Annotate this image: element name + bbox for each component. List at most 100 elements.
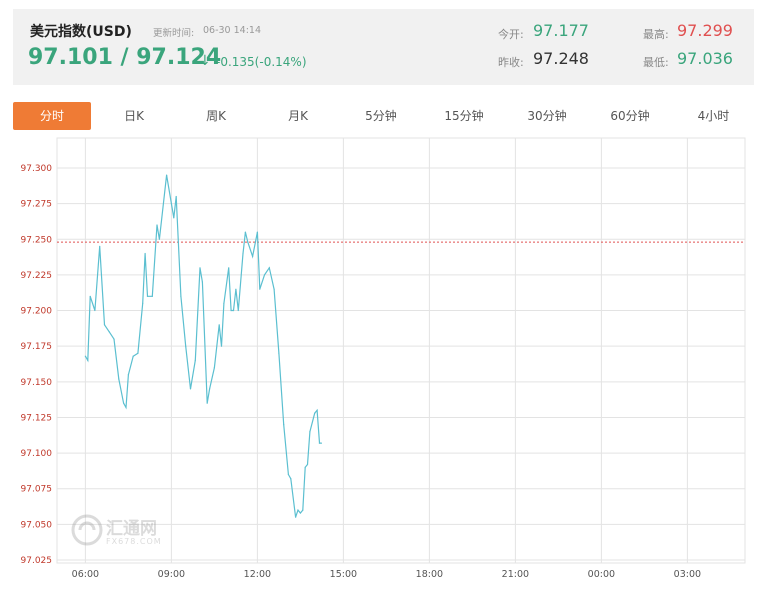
price-point [273,288,275,290]
down-arrow-icon: ↓ [199,53,211,69]
price-point [218,324,220,326]
x-tick-label: 03:00 [674,569,701,580]
y-tick-label: 97.275 [21,200,53,210]
y-tick-label: 97.225 [21,271,53,281]
watermark-logo: 汇通网 FX678.COM [70,513,180,551]
price-point [247,241,249,243]
period-tabs: 分时 日K 周K 月K 5分钟 15分钟 30分钟 60分钟 4小时 [13,102,754,130]
y-tick-label: 97.125 [21,413,53,423]
price-point [170,203,172,205]
open-label: 今开: [498,28,524,41]
price-point [232,309,235,312]
price-point [309,431,311,433]
tab-30min[interactable]: 30分钟 [527,109,567,123]
tab-60min[interactable]: 60分钟 [610,109,650,123]
price-point [127,374,129,376]
price-point [237,309,239,312]
price-point [118,378,120,380]
tab-5min[interactable]: 5分钟 [365,109,397,123]
price-point [137,352,139,354]
price-point [151,295,153,297]
price-point [84,355,86,357]
price-point [189,388,192,390]
price-point [125,406,127,409]
price-point [252,255,254,257]
y-tick-label: 97.050 [21,520,53,530]
price-point [259,288,261,290]
price-point [290,478,292,480]
price-point [89,295,91,297]
tab-intraday[interactable]: 分时 [13,102,91,130]
price-point [132,355,134,357]
price-point [185,345,187,347]
high-value: 97.299 [677,21,733,40]
price-point [173,217,175,219]
price-point [306,463,309,466]
y-tick-label: 97.150 [21,378,53,388]
y-tick-label: 97.300 [21,164,53,174]
price-point [235,288,237,290]
x-tick-label: 12:00 [244,569,271,580]
price-point [318,442,321,444]
chart-svg: 97.025 97.050 97.075 97.100 97.125 97.150 97.1… [21,137,746,580]
price-point [180,295,182,297]
tab-15min[interactable]: 15分钟 [444,109,484,123]
y-tick-label: 97.200 [21,307,53,317]
x-tick-label: 21:00 [502,569,529,580]
high-label: 最高: [643,28,669,41]
price-point [144,252,146,255]
price-change: -0.135(-0.14%) [216,55,307,69]
price-point [209,388,211,390]
intraday-chart[interactable]: 97.025 97.050 97.075 97.100 97.125 97.150 97.1… [0,130,772,600]
instrument-title: 美元指数(USD) [30,24,132,40]
price-point [304,466,306,468]
price-point [223,302,225,304]
price-point [283,424,285,426]
watermark-icon [71,514,103,546]
y-tick-label: 97.025 [21,556,53,566]
x-tick-label: 09:00 [158,569,185,580]
open-value: 97.177 [533,21,589,40]
price-point [113,338,115,340]
bid-ask-price: 97.101 / 97.124 [28,45,222,70]
update-time-label: 更新时间: [153,28,195,39]
price-point [194,359,196,361]
price-point [278,352,280,354]
price-point [158,238,160,240]
price-point [199,267,201,269]
y-tick-label: 97.100 [21,449,53,459]
tab-4hour[interactable]: 4小时 [697,109,730,123]
price-point [146,295,149,297]
price-point [242,252,244,255]
price-point [287,473,289,476]
quote-header: 美元指数(USD) 更新时间: 06-30 14:14 97.101 / 97.… [13,9,754,85]
x-tick-label: 06:00 [72,569,99,580]
watermark-subtext: FX678.COM [106,537,162,546]
tab-weekly-k[interactable]: 周K [206,109,226,123]
price-point [142,302,144,304]
prev-close-value: 97.248 [533,49,589,68]
price-point [295,516,297,518]
price-point [302,509,304,511]
tab-daily-k[interactable]: 日K [124,109,144,123]
low-value: 97.036 [677,49,733,68]
price-point [263,274,266,276]
price-point [244,231,246,233]
price-point [314,412,316,414]
plot-frame [56,137,746,564]
price-point [123,402,125,404]
watermark-text: 汇通网 [106,519,157,539]
price-point [220,345,223,347]
y-tick-label: 97.250 [21,235,53,245]
price-point [297,509,299,511]
price-point [99,245,101,247]
price-point [94,309,96,312]
x-tick-label: 15:00 [330,569,357,580]
price-point [213,367,215,369]
price-point [316,409,318,411]
update-time: 06-30 14:14 [203,25,262,36]
y-tick-label: 97.075 [21,485,53,495]
x-tick-label: 00:00 [588,569,615,580]
tab-monthly-k[interactable]: 月K [288,109,308,123]
price-point [206,402,208,404]
